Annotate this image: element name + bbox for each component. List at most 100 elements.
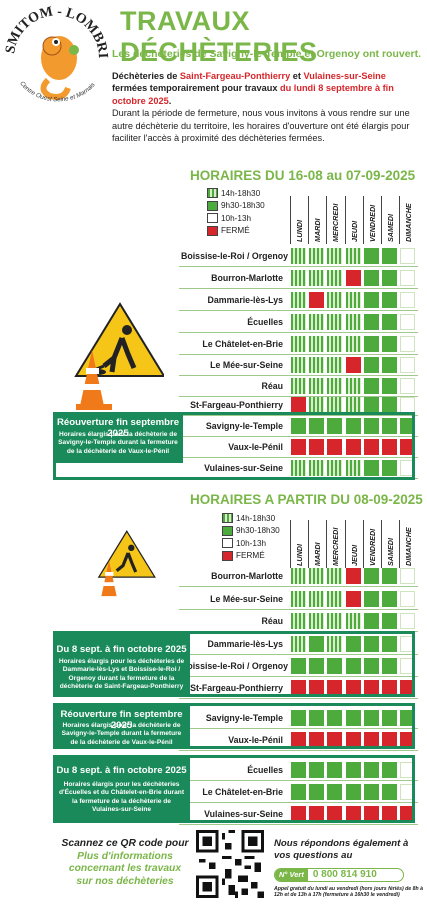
schedule-cell-pm (327, 636, 343, 652)
schedule-cell-full (382, 613, 397, 629)
schedule-cell-full (309, 762, 325, 778)
schedule-cell-full (363, 658, 379, 674)
schedule-cell-full (363, 762, 379, 778)
schedule-cell-pm (345, 613, 361, 629)
legend-item-am: 10h-13h (207, 212, 251, 224)
schedule-cell-full (363, 248, 379, 264)
logo-bottom-text: Centre Ouest Seine et Marnais (18, 80, 96, 103)
schedule-cell-full (291, 762, 306, 778)
site-label: Le Mée-sur-Seine (210, 360, 283, 370)
schedule-cell-full (363, 397, 379, 413)
site-label: Bourron-Marlotte (211, 571, 283, 581)
legend-swatch (207, 200, 218, 211)
row-divider (179, 266, 419, 267)
schedule-cell-closed (382, 680, 397, 696)
schedule-cell-pm (291, 336, 306, 352)
schedule-cell-full (345, 762, 361, 778)
row-divider (179, 586, 419, 587)
row-divider (179, 396, 419, 397)
schedule-cell-full (382, 591, 397, 607)
schedule-cell-full (309, 418, 325, 434)
schedule-cell-full (382, 336, 397, 352)
schedule-cell-full (382, 762, 397, 778)
column-divider (326, 520, 328, 568)
schedule-cell-full (327, 784, 343, 800)
row-divider (179, 288, 419, 289)
schedule-cell-pm (309, 613, 325, 629)
qr-code[interactable] (196, 830, 264, 898)
row-divider (179, 375, 419, 376)
row-divider (179, 802, 419, 803)
schedule-cell-closed (345, 357, 361, 373)
schedule-cell-closed (382, 439, 397, 455)
row-divider (179, 415, 419, 416)
schedule-cell-full (382, 314, 397, 330)
schedule-cell-full (327, 418, 343, 434)
phone-badge[interactable]: N° Vert 0 800 814 910 (274, 868, 404, 882)
day-dimanche: DIMANCHE (404, 203, 414, 242)
column-divider (344, 520, 346, 568)
column-divider (308, 196, 310, 244)
schedule-cell-am (400, 270, 416, 286)
schedule-cell-full (363, 460, 379, 476)
schedule-cell-closed (345, 591, 361, 607)
schedule-cell-full (291, 784, 306, 800)
column-divider (308, 520, 310, 568)
schedule-cell-closed (291, 806, 306, 822)
day-dimanche: DIMANCHE (404, 527, 414, 566)
row-divider (179, 728, 419, 729)
row-divider (179, 354, 419, 355)
site-label: Le Châtelet-en-Brie (202, 339, 283, 349)
schedule-cell-full (363, 710, 379, 726)
schedule-cell-full (382, 784, 397, 800)
site-label: Boissise-le-Roi / Orgenoy (181, 251, 289, 261)
legend-2: 14h-18h30 9h30-18h30 10h-13h FERMÉ (222, 512, 302, 562)
legend-1: 14h-18h30 9h30-18h30 10h-13h FERMÉ (207, 187, 287, 239)
schedule-cell-full (327, 762, 343, 778)
site-label: Le Châtelet-en-Brie (202, 787, 283, 797)
schedule-cell-full (363, 292, 379, 308)
schedule-cell-pm (291, 460, 306, 476)
site-label: Savigny-le-Temple (205, 421, 283, 431)
qr-caption: Scannez ce QR code pour Plus d'informati… (61, 838, 189, 887)
schedule-cell-am (400, 357, 416, 373)
schedule-cell-pm (291, 248, 306, 264)
schedule-cell-am (400, 378, 416, 394)
schedule-cell-full (291, 418, 306, 434)
legend-label: FERMÉ (221, 226, 250, 235)
legend-item-am: 10h-13h (222, 537, 266, 549)
day-jeudi: JEUDI (349, 544, 359, 566)
day-samedi: SAMEDI (386, 214, 395, 242)
schedule-cell-am (400, 248, 416, 264)
schedule-cell-closed (363, 439, 379, 455)
schedule-cell-closed (400, 439, 416, 455)
schedule-cell-closed (382, 806, 397, 822)
legend-label: FERMÉ (236, 551, 265, 560)
column-divider (381, 520, 382, 568)
row-divider (179, 780, 419, 781)
schedule-cell-pm (309, 568, 325, 584)
legend-label: 14h-18h30 (236, 513, 276, 523)
day-lundi: LUNDI (295, 220, 304, 242)
schedule-cell-full (382, 357, 397, 373)
svg-text:Centre Ouest Seine et Marnais: Centre Ouest Seine et Marnais (18, 80, 96, 103)
schedule-cell-closed (291, 732, 306, 748)
schedule-cell-pm (309, 336, 325, 352)
site-label: Écuelles (247, 317, 283, 327)
schedule-cell-closed (291, 397, 306, 413)
legend-label: 14h-18h30 (221, 188, 261, 198)
legend-label: 9h30-18h30 (221, 201, 265, 210)
schedule-cell-closed (345, 568, 361, 584)
schedule-cell-full (345, 418, 361, 434)
schedule-cell-full (309, 636, 325, 652)
site-label: Vaux-le-Pénil (228, 735, 283, 745)
schedule-cell-full (382, 568, 397, 584)
extended-hours-box-2: Du 8 sept. à fin octobre 2025 Horaires é… (53, 755, 190, 823)
extended-hours-box-1: Du 8 sept. à fin octobre 2025 Horaires é… (53, 631, 190, 697)
site-label: Vaux-le-Pénil (228, 442, 283, 452)
schedule-cell-full (400, 710, 416, 726)
roadwork-icon (64, 302, 166, 412)
schedule-cell-pm (345, 397, 361, 413)
site-label: Vulaines-sur-Seine (204, 463, 283, 473)
